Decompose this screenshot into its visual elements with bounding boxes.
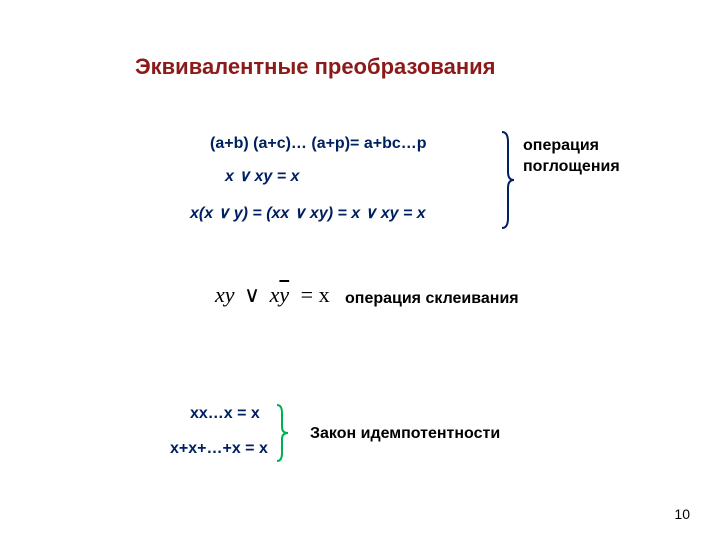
bracket-absorption xyxy=(500,130,520,230)
label-gluing: операция склеивания xyxy=(345,290,519,308)
gluing-eq: = x xyxy=(295,282,330,307)
formula-line3: x(x ∨ y) = (xx ∨ xy) = x ∨ xy = x xyxy=(190,203,426,223)
page-title: Эквивалентные преобразования xyxy=(135,54,495,80)
gluing-x1: x xyxy=(215,282,225,307)
label-absorption-text-b: поглощения xyxy=(523,158,620,175)
gluing-y1: y xyxy=(225,282,235,307)
formula-idem-a: xx…x = x xyxy=(190,405,260,423)
page-number: 10 xyxy=(674,506,690,522)
formula-line2: x ∨ xy = x xyxy=(225,166,299,186)
formula-idem-b: x+x+…+x = x xyxy=(170,440,268,458)
label-absorption-text-a: операция xyxy=(523,137,599,154)
formula-line1: (a+b) (a+c)… (a+p)= a+bc…p xyxy=(210,135,427,153)
label-absorption: операция поглощения xyxy=(523,136,620,178)
gluing-or: ∨ xyxy=(240,282,264,307)
bracket-idem xyxy=(275,403,293,463)
formula-gluing: xy ∨ xy = x xyxy=(215,282,330,308)
label-idem: Закон идемпотентности xyxy=(310,425,500,443)
gluing-ybar: y xyxy=(279,282,289,307)
gluing-x2: x xyxy=(270,282,280,307)
